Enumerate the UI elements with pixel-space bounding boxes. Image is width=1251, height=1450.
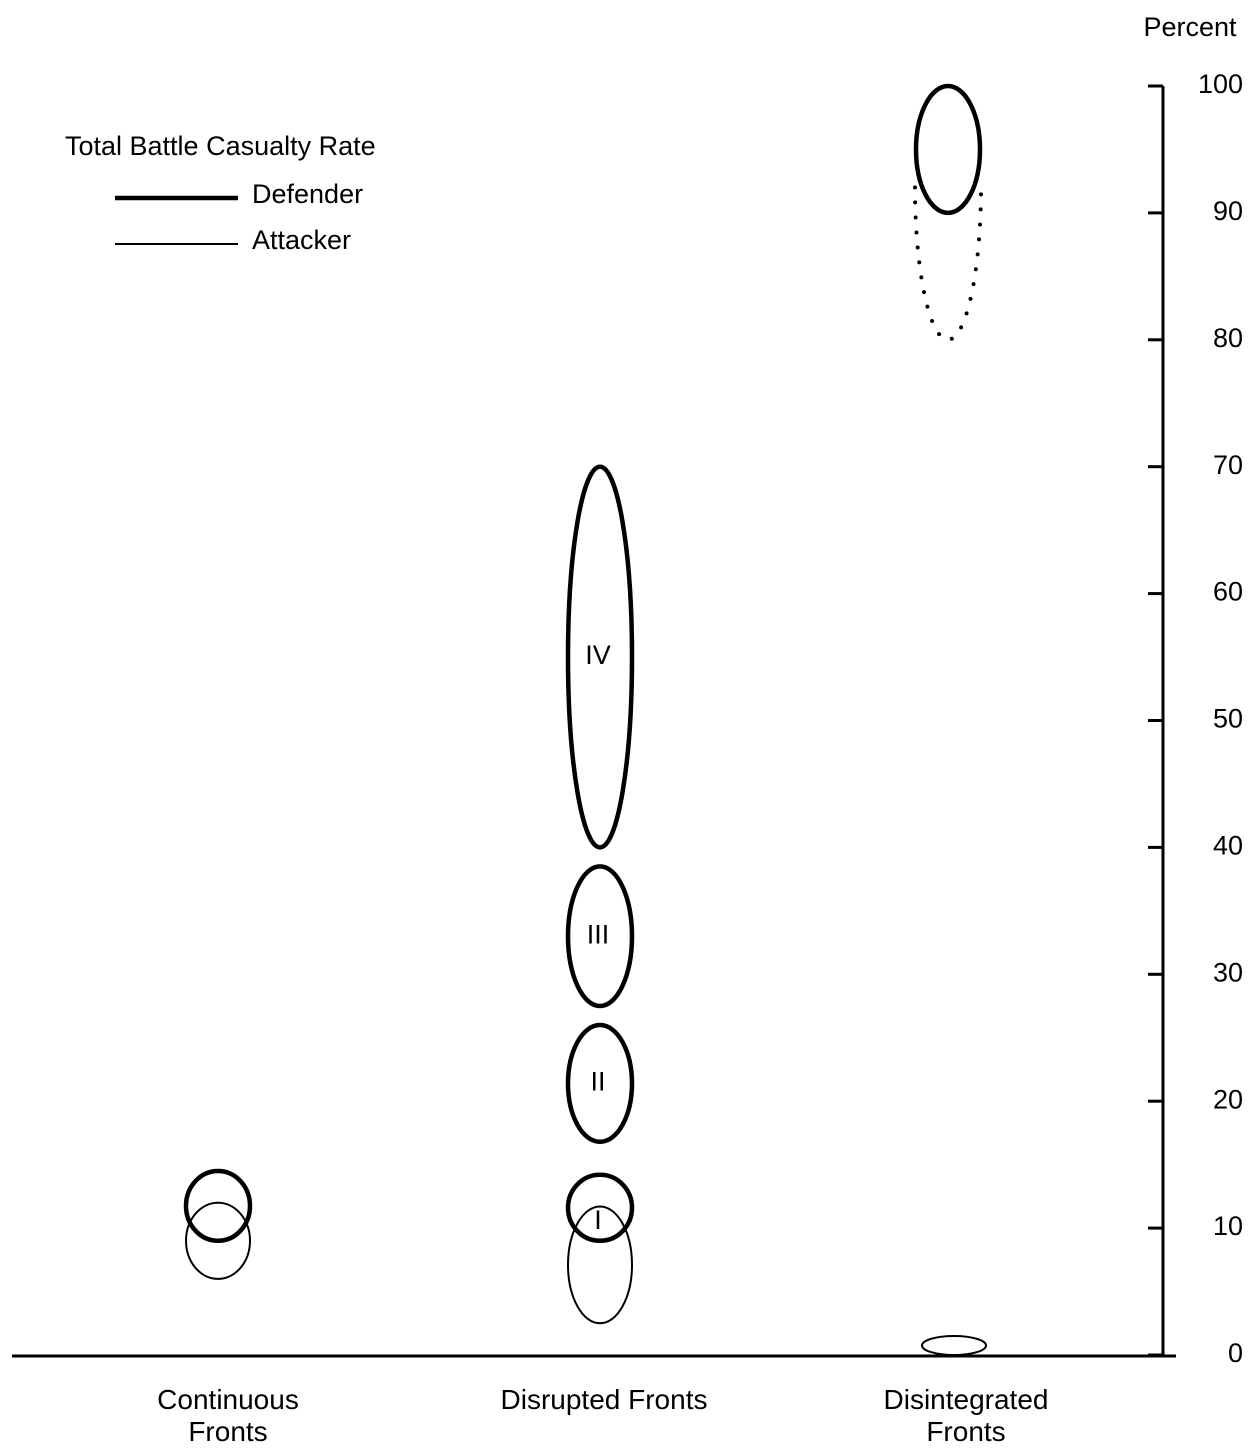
range-label: II (590, 1067, 605, 1097)
legend-label: Defender (252, 179, 363, 209)
y-tick-label: 20 (1213, 1084, 1243, 1114)
y-axis-label: Percent (1143, 12, 1237, 42)
x-tick-label: Disrupted Fronts (500, 1384, 708, 1415)
range-ellipse (183, 1168, 253, 1244)
legend-title: Total Battle Casualty Rate (65, 131, 376, 161)
y-tick-label: 70 (1213, 450, 1243, 480)
y-tick-label: 50 (1213, 704, 1243, 734)
x-tick-label: Disintegrated Fronts (883, 1384, 1049, 1447)
range-label: IV (585, 640, 611, 670)
dotted-range (913, 185, 983, 342)
x-tick-label: Continuous Fronts (157, 1384, 299, 1447)
range-ellipse (921, 1334, 987, 1357)
legend-label: Attacker (252, 225, 351, 255)
y-tick-label: 100 (1198, 69, 1243, 99)
y-tick-label: 40 (1213, 831, 1243, 861)
range-ellipse (565, 864, 635, 1009)
range-label: III (587, 919, 610, 949)
range-ellipse (913, 83, 983, 216)
y-tick-label: 80 (1213, 323, 1243, 353)
y-tick-label: 90 (1213, 196, 1243, 226)
y-tick-label: 0 (1228, 1338, 1243, 1368)
range-ellipse (565, 1172, 635, 1244)
range-label: I (594, 1205, 602, 1235)
range-ellipse (567, 1205, 633, 1325)
y-tick-label: 30 (1213, 957, 1243, 987)
y-tick-label: 10 (1213, 1211, 1243, 1241)
range-ellipse (185, 1201, 251, 1280)
range-ellipse (565, 464, 635, 850)
range-ellipse (565, 1022, 635, 1145)
y-tick-label: 60 (1213, 577, 1243, 607)
